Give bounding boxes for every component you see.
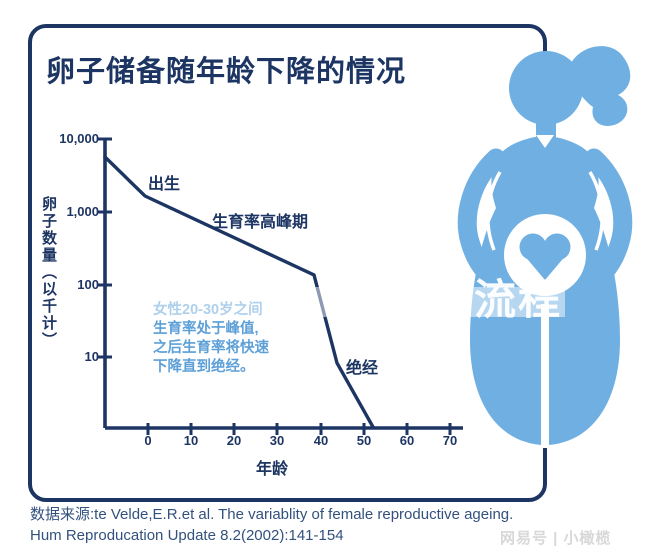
x-tick-label-60: 60	[399, 433, 415, 448]
y-tick-label-10000: 10,000	[59, 131, 99, 146]
x-tick-marks	[146, 423, 452, 435]
annotation-menopause: 绝经	[346, 360, 379, 377]
right-arm-gap	[588, 171, 604, 251]
y-tick-label-10: 10	[84, 349, 99, 364]
data-source-citation: 数据来源:te Velde,E.R.et al. The variablity …	[30, 504, 520, 546]
pregnant-woman-illustration	[457, 46, 633, 448]
heart-icon	[519, 233, 571, 280]
left-arm-shape	[457, 148, 520, 298]
y-tick-marks	[98, 137, 112, 359]
page-title: 卵子储备随年龄下降的情况	[46, 56, 407, 88]
fertility-note: 女性20-30岁之间 生育率处于峰值, 之后生育率将快速 下降直到绝经。	[153, 301, 283, 377]
fertility-note-line-3: 之后生育率将快速	[153, 340, 269, 356]
ponytail-shape	[568, 46, 631, 126]
egg-reserve-line-chart	[98, 137, 463, 435]
y-tick-label-1000: 1,000	[66, 204, 99, 219]
y-tick-label-100: 100	[77, 277, 99, 292]
x-tick-label-70: 70	[442, 433, 458, 448]
citation-line-2: Hum Reproducation Update 8.2(2002):141-1…	[30, 527, 344, 544]
annotation-birth: 出生	[148, 176, 181, 193]
head-shape	[509, 51, 583, 125]
annotation-peak-fertility: 生育率高峰期	[212, 214, 309, 231]
leg-split-line	[541, 304, 549, 448]
fertility-note-line-1: 女性20-30岁之间	[153, 302, 263, 318]
left-arm-gap	[486, 171, 502, 251]
right-arm-shape	[570, 148, 633, 298]
x-tick-label-50: 50	[356, 433, 372, 448]
x-tick-label-30: 30	[269, 433, 285, 448]
publisher-credit-watermark: 网易号 | 小橄榄	[500, 530, 612, 547]
x-tick-label-40: 40	[313, 433, 329, 448]
y-axis-title: 卵子数量（以千计）	[40, 196, 57, 349]
x-tick-label-0: 0	[144, 433, 152, 448]
x-tick-label-20: 20	[226, 433, 242, 448]
x-axis-title: 年龄	[255, 461, 288, 478]
citation-line-1: 数据来源:te Velde,E.R.et al. The variablity …	[30, 506, 514, 523]
x-tick-label-10: 10	[183, 433, 199, 448]
neckline-notch	[536, 135, 554, 148]
fertility-note-line-4: 下降直到绝经。	[153, 359, 255, 375]
fertility-note-line-2: 生育率处于峰值,	[153, 321, 259, 337]
egg-count-series-line	[103, 155, 375, 429]
